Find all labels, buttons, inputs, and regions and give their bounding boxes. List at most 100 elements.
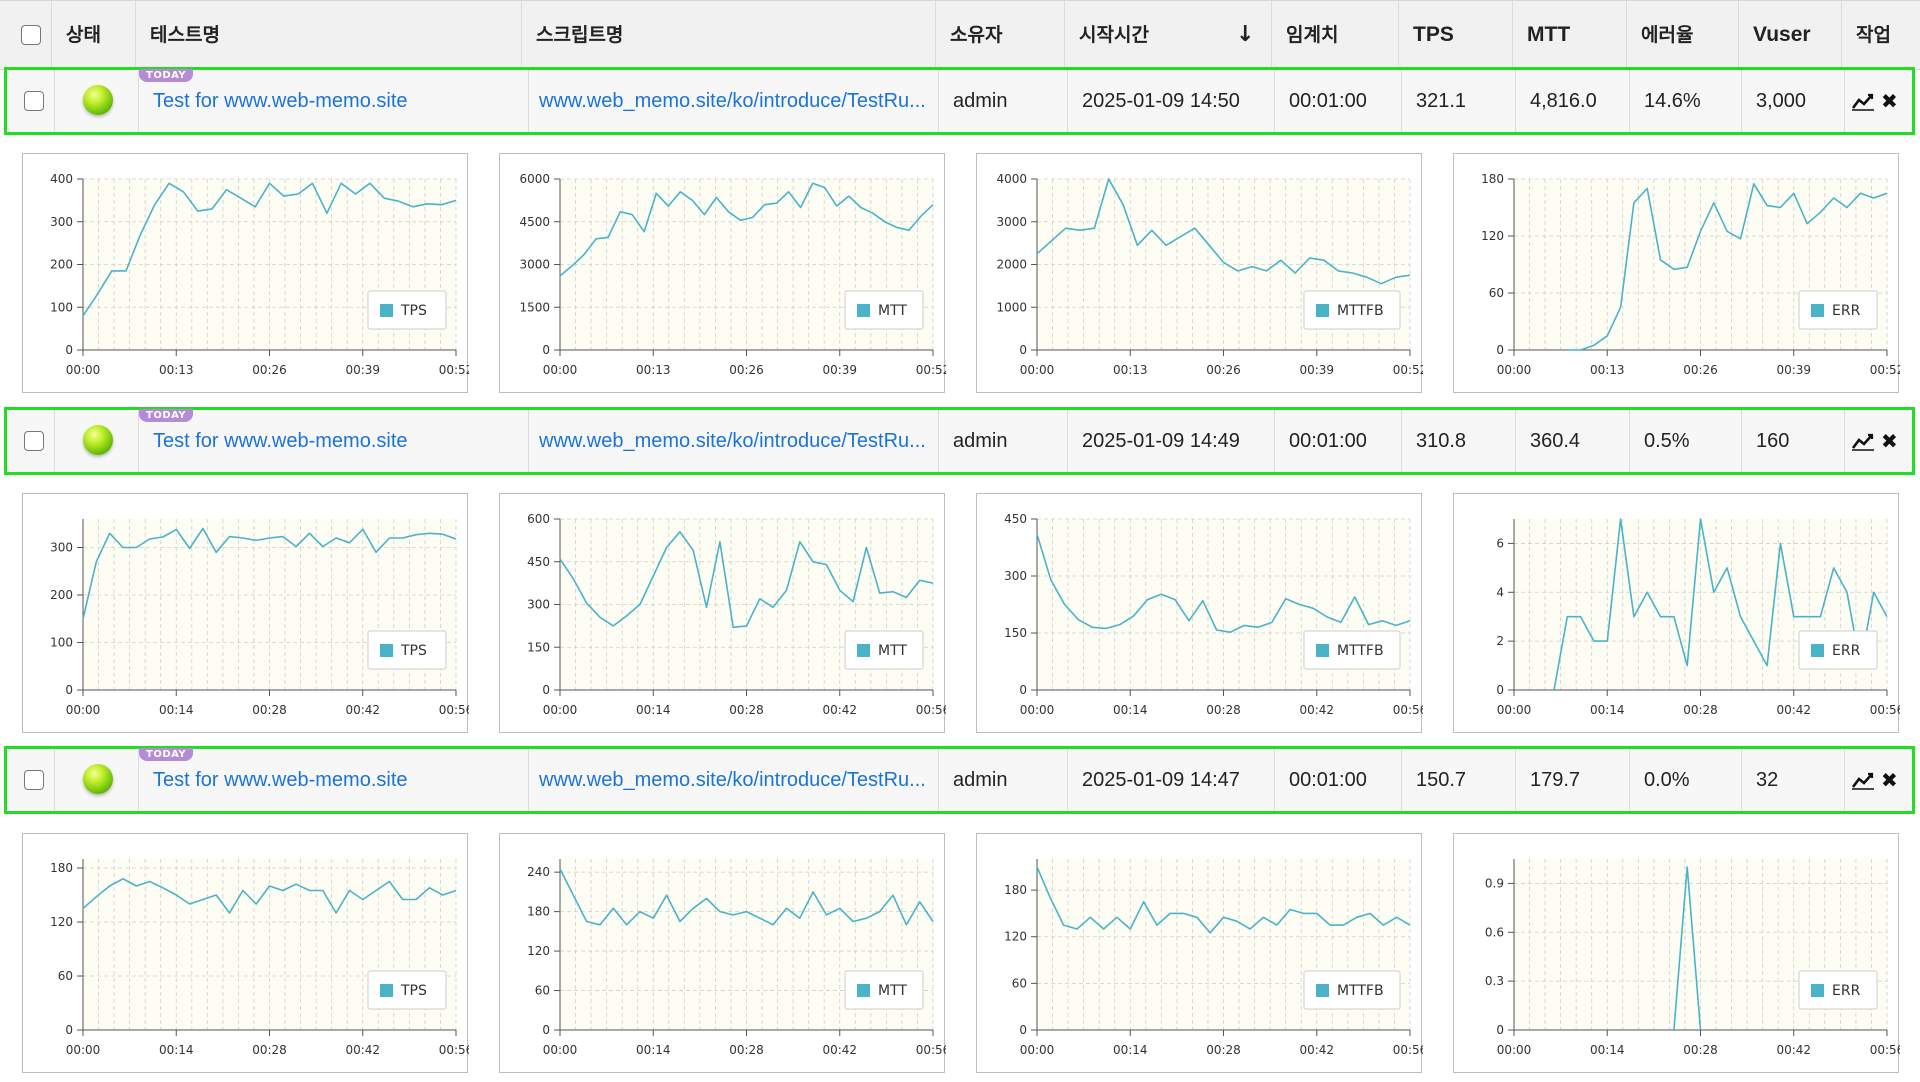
start-time-cell: 2025-01-09 14:49 — [1068, 410, 1275, 472]
header-tps[interactable]: TPS — [1399, 1, 1513, 69]
x-tick-label: 00:00 — [1020, 363, 1055, 377]
legend-box — [1303, 290, 1401, 330]
y-tick-label: 0 — [1496, 683, 1504, 697]
x-tick-label: 00:00 — [66, 363, 101, 377]
y-tick-label: 0.9 — [1485, 876, 1504, 890]
legend-label: TPS — [400, 983, 427, 999]
select-all-checkbox[interactable] — [21, 25, 41, 45]
threshold-cell: 00:01:00 — [1275, 410, 1402, 472]
header-test-name[interactable]: 테스트명 — [136, 1, 522, 69]
sort-desc-arrow-icon[interactable]: ↓ — [1236, 22, 1255, 47]
x-tick-label: 00:42 — [822, 703, 857, 717]
x-tick-label: 00:39 — [345, 363, 380, 377]
test-name-link[interactable]: Test for www.web-memo.site — [139, 749, 529, 811]
legend-swatch — [857, 644, 870, 657]
x-tick-label: 00:13 — [636, 363, 671, 377]
today-badge: TODAY — [139, 748, 194, 761]
x-tick-label: 00:00 — [1497, 1043, 1532, 1057]
table-row[interactable]: Test for www.web-memo.site www.web_memo.s… — [4, 67, 1915, 135]
line-chart-icon[interactable] — [1851, 70, 1875, 132]
y-tick-label: 4 — [1496, 585, 1504, 599]
today-badge: TODAY — [139, 69, 194, 82]
chart-panel-err: 0 60 120 180 00:00 00:13 00:26 00:39 00:52 ERR — [1453, 153, 1900, 393]
script-name-link[interactable]: www.web_memo.site/ko/introduce/TestRu... — [525, 70, 939, 132]
close-x-icon[interactable]: ✖ — [1881, 768, 1898, 792]
y-tick-label: 100 — [50, 300, 73, 314]
line-chart: 0 150 300 450 600 00:00 00:14 00:28 00:42 00:56 MT… — [527, 512, 946, 717]
legend-label: ERR — [1832, 303, 1861, 319]
tps-cell: 321.1 — [1402, 70, 1516, 132]
header-checkbox-cell — [0, 1, 52, 69]
status-cell — [55, 70, 139, 132]
table-header: 상태 테스트명 스크립트명 소유자 시작시간 ↓ 임계치 TPS MTT 에러율… — [0, 0, 1920, 70]
y-tick-label: 4000 — [996, 172, 1027, 186]
header-threshold[interactable]: 임계치 — [1272, 1, 1399, 69]
line-chart-icon[interactable] — [1851, 749, 1875, 811]
y-tick-label: 0 — [1496, 1023, 1504, 1037]
y-tick-label: 6 — [1496, 536, 1504, 550]
line-chart-icon[interactable] — [1851, 410, 1875, 472]
header-error-rate[interactable]: 에러율 — [1627, 1, 1739, 69]
chart-panel-err: 0 2 4 6 00:00 00:14 00:28 00:42 00:56 ERR — [1453, 493, 1900, 733]
x-tick-label: 00:56 — [439, 703, 469, 717]
y-tick-label: 2 — [1496, 634, 1504, 648]
x-tick-label: 00:42 — [822, 1043, 857, 1057]
y-tick-label: 0 — [1019, 1023, 1027, 1037]
header-vuser[interactable]: Vuser — [1739, 1, 1842, 69]
x-tick-label: 00:14 — [159, 703, 194, 717]
header-mtt[interactable]: MTT — [1513, 1, 1627, 69]
table-row[interactable]: Test for www.web-memo.site www.web_memo.s… — [4, 746, 1915, 814]
y-tick-label: 1000 — [996, 300, 1027, 314]
x-tick-label: 00:26 — [729, 363, 764, 377]
x-tick-label: 00:56 — [916, 703, 946, 717]
line-chart: 0 1000 2000 3000 4000 00:00 00:13 00:26 00:39 00:… — [996, 172, 1423, 377]
x-tick-label: 00:39 — [1299, 363, 1334, 377]
header-status[interactable]: 상태 — [52, 1, 136, 69]
legend-label: TPS — [400, 303, 427, 319]
y-tick-label: 150 — [1004, 626, 1027, 640]
legend-label: MTT — [878, 643, 907, 659]
x-tick-label: 00:52 — [1393, 363, 1423, 377]
row-checkbox[interactable] — [24, 91, 44, 111]
chart-panel-mtt: 0 150 300 450 600 00:00 00:14 00:28 00:42 00:56 MT… — [499, 493, 946, 733]
chart-panel-tps: 0 100 200 300 400 00:00 00:13 00:26 00:39 00:52 TP… — [22, 153, 469, 393]
header-script-name[interactable]: 스크립트명 — [522, 1, 936, 69]
series-line — [1673, 866, 1702, 1031]
row-checkbox[interactable] — [24, 770, 44, 790]
legend-box — [367, 630, 447, 670]
x-tick-label: 00:13 — [159, 363, 194, 377]
row-checkbox[interactable] — [24, 431, 44, 451]
y-tick-label: 100 — [50, 636, 73, 650]
x-tick-label: 00:28 — [1206, 1043, 1241, 1057]
x-tick-label: 00:28 — [1683, 703, 1718, 717]
x-tick-label: 00:26 — [1683, 363, 1718, 377]
legend-swatch — [1811, 644, 1824, 657]
chart-panel-err: 0 0.3 0.6 0.9 00:00 00:14 00:28 00:42 00:56 ERR — [1453, 833, 1900, 1073]
series-line — [1567, 182, 1888, 351]
script-name-link[interactable]: www.web_memo.site/ko/introduce/TestRu... — [525, 410, 939, 472]
line-chart: 0 60 120 180 240 00:00 00:14 00:28 00:42 00:56 MTT — [527, 859, 946, 1057]
close-x-icon[interactable]: ✖ — [1881, 429, 1898, 453]
series-line — [82, 182, 457, 317]
chart-panel-mttfb: 0 1000 2000 3000 4000 00:00 00:13 00:26 00:39 00:… — [976, 153, 1423, 393]
y-tick-label: 0 — [1019, 683, 1027, 697]
table-row[interactable]: Test for www.web-memo.site www.web_memo.s… — [4, 407, 1915, 475]
x-tick-label: 00:28 — [252, 1043, 287, 1057]
legend-box — [844, 630, 924, 670]
test-name-link[interactable]: Test for www.web-memo.site — [139, 70, 529, 132]
y-tick-label: 600 — [527, 512, 550, 526]
y-tick-label: 0 — [65, 683, 73, 697]
test-name-link[interactable]: Test for www.web-memo.site — [139, 410, 529, 472]
legend-box — [367, 970, 447, 1010]
y-tick-label: 0 — [1019, 343, 1027, 357]
close-x-icon[interactable]: ✖ — [1881, 89, 1898, 113]
y-tick-label: 0 — [1496, 343, 1504, 357]
legend-label: MTTFB — [1337, 303, 1384, 319]
script-name-link[interactable]: www.web_memo.site/ko/introduce/TestRu... — [525, 749, 939, 811]
header-owner[interactable]: 소유자 — [936, 1, 1065, 69]
x-tick-label: 00:13 — [1113, 363, 1148, 377]
legend-box — [1798, 630, 1878, 670]
line-chart: 0 100 200 300 400 00:00 00:13 00:26 00:39 00:52 TP… — [50, 172, 469, 377]
chart-panel-tps: 0 60 120 180 00:00 00:14 00:28 00:42 00:56 TPS — [22, 833, 469, 1073]
header-start-time[interactable]: 시작시간 — [1065, 1, 1272, 69]
